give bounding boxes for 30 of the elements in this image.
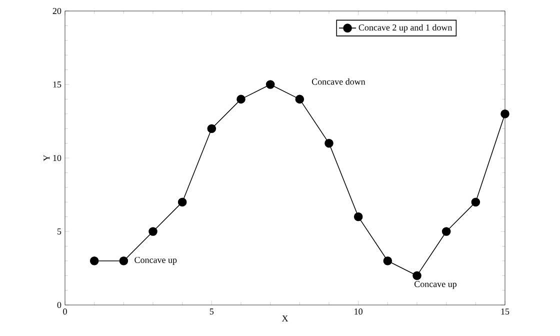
point <box>148 227 158 236</box>
point <box>412 271 422 280</box>
point <box>500 109 510 118</box>
y-tick-label: 15 <box>53 81 62 88</box>
x-tick-label: 5 <box>210 308 214 315</box>
point <box>207 124 216 133</box>
x-tick-label: 15 <box>501 308 510 315</box>
legend-label: Concave 2 up and 1 down <box>358 24 452 32</box>
point <box>266 80 275 89</box>
y-tick-label: 10 <box>53 154 62 162</box>
point <box>442 227 451 236</box>
point <box>383 256 392 266</box>
annotation: Concave up <box>134 256 177 265</box>
y-axis-title: Y <box>44 154 50 162</box>
x-tick-label: 10 <box>354 308 362 315</box>
point <box>295 94 304 104</box>
point <box>236 94 246 104</box>
point <box>90 256 99 266</box>
point <box>354 212 363 222</box>
point <box>119 256 128 266</box>
annotation: Concave up <box>414 281 457 289</box>
y-tick-label: 0 <box>57 302 62 308</box>
y-tick-label: 20 <box>52 8 62 14</box>
annotation: Concave down <box>312 78 366 85</box>
point <box>471 198 480 206</box>
x-tick-label: 0 <box>63 308 67 315</box>
y-tick-label: 5 <box>57 228 62 234</box>
x-axis-title: X <box>282 315 288 322</box>
point <box>178 198 187 206</box>
point <box>324 138 334 148</box>
